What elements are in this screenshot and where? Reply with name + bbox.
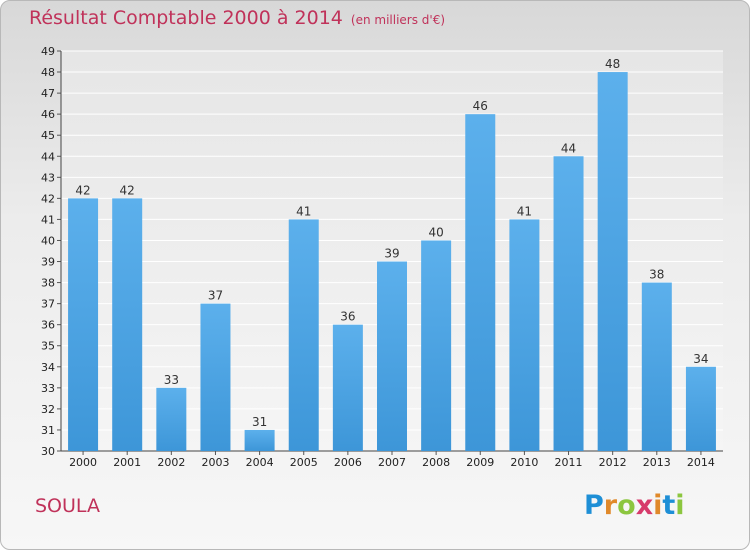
x-tick-label: 2012 <box>599 456 627 469</box>
commune-name: SOULA <box>35 495 100 517</box>
y-tick-label: 47 <box>41 87 55 100</box>
data-label: 42 <box>120 183 135 197</box>
chart-title: Résultat Comptable 2000 à 2014 (en millie… <box>29 7 445 29</box>
bar <box>553 156 584 451</box>
y-tick-label: 49 <box>41 45 55 58</box>
x-tick-label: 2004 <box>246 456 274 469</box>
data-label: 46 <box>473 99 488 113</box>
y-tick-label: 45 <box>41 129 55 142</box>
chart-title-text: Résultat Comptable 2000 à 2014 <box>29 7 343 29</box>
y-tick-label: 39 <box>41 256 55 269</box>
data-label: 33 <box>164 373 179 387</box>
bar <box>421 240 452 451</box>
y-tick-label: 37 <box>41 298 55 311</box>
bar <box>597 72 628 451</box>
y-tick-label: 34 <box>41 361 55 374</box>
y-tick-label: 40 <box>41 234 55 247</box>
y-tick-label: 41 <box>41 213 55 226</box>
y-tick-label: 36 <box>41 319 55 332</box>
data-label: 40 <box>428 225 443 239</box>
x-tick-label: 2006 <box>334 456 362 469</box>
data-label: 31 <box>252 415 267 429</box>
y-tick-label: 32 <box>41 403 55 416</box>
x-tick-label: 2011 <box>555 456 583 469</box>
data-label: 34 <box>693 352 708 366</box>
y-tick-label: 30 <box>41 445 55 458</box>
logo-letter: o <box>617 490 636 521</box>
y-tick-label: 31 <box>41 424 55 437</box>
bar <box>641 282 672 451</box>
unit-note: (en milliers d'€) <box>350 13 446 27</box>
x-tick-label: 2005 <box>290 456 318 469</box>
data-label: 48 <box>605 57 620 71</box>
x-tick-label: 2010 <box>510 456 538 469</box>
bar <box>244 429 275 451</box>
bar <box>156 387 187 451</box>
data-label: 42 <box>75 183 90 197</box>
bar <box>465 114 496 451</box>
y-tick-label: 46 <box>41 108 55 121</box>
proxiti-logo: Proxiti <box>584 490 685 521</box>
x-tick-label: 2009 <box>466 456 494 469</box>
x-tick-label: 2002 <box>157 456 185 469</box>
x-tick-label: 2000 <box>69 456 97 469</box>
x-tick-label: 2001 <box>113 456 141 469</box>
y-tick-label: 48 <box>41 66 55 79</box>
logo-letter: t <box>662 490 676 521</box>
y-tick-label: 42 <box>41 192 55 205</box>
y-tick-label: 38 <box>41 277 55 290</box>
y-tick-label: 44 <box>41 150 55 163</box>
data-label: 39 <box>384 247 399 261</box>
y-tick-label: 35 <box>41 340 55 353</box>
bar <box>68 198 99 451</box>
logo-letter: x <box>635 490 654 521</box>
bar <box>288 219 319 451</box>
x-tick-label: 2008 <box>422 456 450 469</box>
y-tick-label: 33 <box>41 382 55 395</box>
data-label: 37 <box>208 289 223 303</box>
bar <box>332 324 363 451</box>
data-label: 44 <box>561 141 576 155</box>
bar <box>112 198 143 451</box>
x-tick-label: 2014 <box>687 456 715 469</box>
bar <box>685 366 716 451</box>
x-tick-label: 2003 <box>201 456 229 469</box>
data-label: 38 <box>649 268 664 282</box>
bar <box>509 219 540 451</box>
logo-letter: i <box>653 490 663 521</box>
logo-letter: r <box>603 490 618 521</box>
x-tick-label: 2007 <box>378 456 406 469</box>
logo-letter: i <box>675 490 685 521</box>
bar <box>200 303 231 451</box>
data-label: 36 <box>340 310 355 324</box>
data-label: 41 <box>517 204 532 218</box>
y-tick-label: 43 <box>41 171 55 184</box>
x-tick-label: 2013 <box>643 456 671 469</box>
bar <box>377 261 407 451</box>
logo-letter: P <box>584 490 604 521</box>
data-label: 41 <box>296 204 311 218</box>
